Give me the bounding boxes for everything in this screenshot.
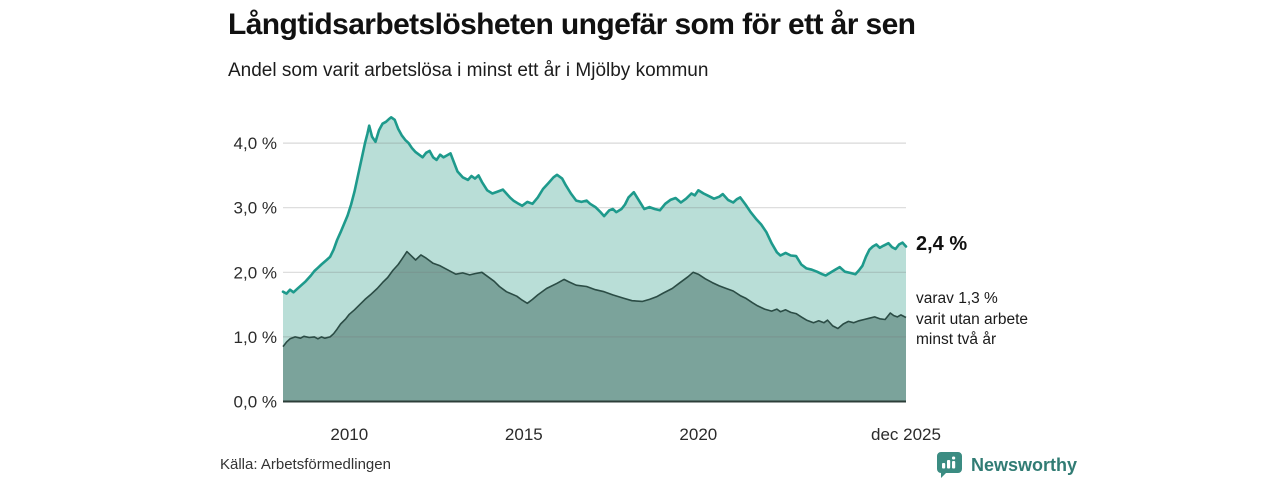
newsworthy-bars-icon [937, 452, 962, 478]
x-axis-tick-label: dec 2025 [871, 425, 941, 444]
y-axis-tick-label: 4,0 % [234, 134, 277, 153]
page-title: Långtidsarbetslösheten ungefär som för e… [228, 8, 916, 41]
y-axis-tick-label: 2,0 % [234, 263, 277, 282]
line-two-years [282, 250, 907, 348]
source-credit: Källa: Arbetsförmedlingen [220, 456, 391, 473]
y-axis-tick-label: 3,0 % [234, 199, 277, 218]
x-axis-tick-label: 2015 [505, 425, 543, 444]
annotation-line: varit utan arbete [916, 310, 1029, 328]
x-axis-tick-label: 2020 [679, 425, 717, 444]
page-subtitle: Andel som varit arbetslösa i minst ett å… [228, 60, 709, 81]
brand-logo: Newsworthy [936, 450, 1077, 480]
y-axis-tick-label: 1,0 % [234, 328, 277, 347]
x-axis-tick-label: 2010 [330, 425, 368, 444]
annotation-line: varav 1,3 % [916, 290, 998, 307]
end-value-label: 2,4 % [916, 233, 968, 255]
area-two-years-fill [283, 251, 906, 402]
y-axis-tick-label: 0,0 % [234, 393, 277, 412]
brand-name: Newsworthy [971, 454, 1078, 475]
secondary-series-annotation: varav 1,3 % varit utan arbete minst två … [916, 289, 1028, 351]
line-total [281, 116, 908, 295]
annotation-line: minst två år [916, 331, 997, 348]
